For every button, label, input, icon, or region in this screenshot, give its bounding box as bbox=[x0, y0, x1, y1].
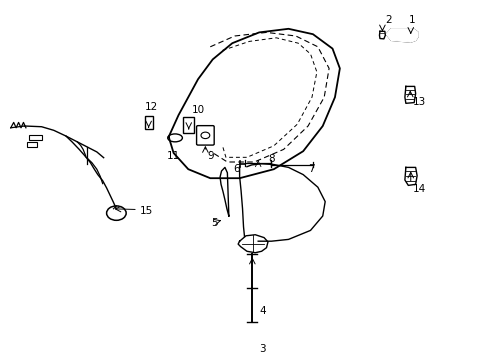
Polygon shape bbox=[238, 235, 267, 253]
Text: 5: 5 bbox=[210, 218, 217, 228]
Bar bbox=[144, 116, 152, 129]
Text: 7: 7 bbox=[307, 164, 314, 174]
Polygon shape bbox=[386, 29, 417, 42]
Text: 10: 10 bbox=[191, 105, 204, 115]
Text: 12: 12 bbox=[144, 102, 158, 112]
Text: 9: 9 bbox=[206, 151, 213, 161]
Text: 8: 8 bbox=[267, 154, 274, 164]
Ellipse shape bbox=[167, 134, 182, 142]
Bar bbox=[29, 135, 41, 140]
Text: 6: 6 bbox=[232, 164, 239, 174]
Text: 11: 11 bbox=[166, 151, 180, 161]
Text: 14: 14 bbox=[412, 184, 426, 194]
Text: 1: 1 bbox=[407, 15, 414, 25]
Text: 4: 4 bbox=[259, 306, 265, 316]
Text: 15: 15 bbox=[139, 206, 152, 216]
Text: 2: 2 bbox=[385, 15, 391, 25]
FancyBboxPatch shape bbox=[196, 126, 214, 145]
Text: 3: 3 bbox=[259, 344, 265, 354]
Bar bbox=[27, 142, 37, 147]
Bar bbox=[183, 117, 194, 133]
Text: 13: 13 bbox=[412, 97, 426, 107]
